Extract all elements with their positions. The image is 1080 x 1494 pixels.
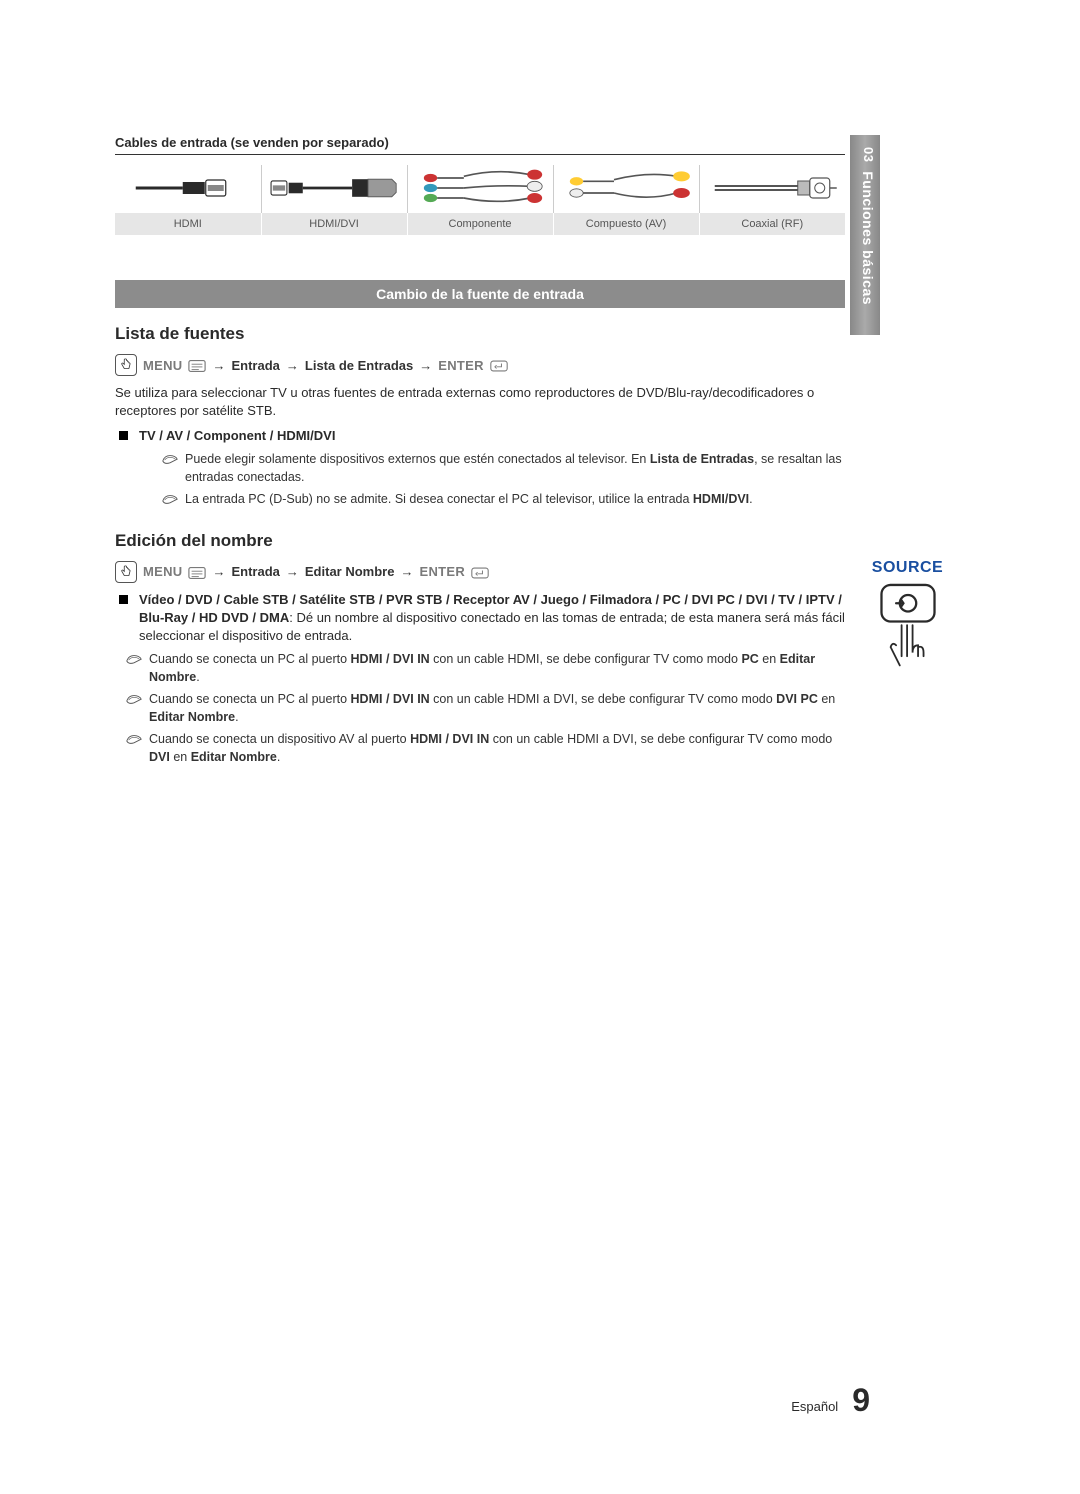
note-icon: [125, 692, 143, 706]
note-text: con un cable HDMI, se debe configurar TV…: [430, 652, 742, 666]
note-text: Puede elegir solamente dispositivos exte…: [185, 452, 650, 466]
note-text: Cuando se conecta un dispositivo AV al p…: [149, 732, 410, 746]
source-label: SOURCE: [860, 559, 955, 577]
note-icon: [125, 652, 143, 666]
cable-img-coaxial: [699, 165, 845, 213]
chapter-title: Funciones básicas: [860, 171, 876, 305]
menu-icon: [188, 564, 206, 580]
footer-lang: Español: [791, 1399, 838, 1414]
note-icon: [125, 732, 143, 746]
chapter-number: 03: [861, 147, 876, 162]
menu-label: MENU: [143, 358, 182, 373]
note-text-bold: Editar Nombre: [191, 750, 277, 764]
note-icon: [161, 492, 179, 506]
page-footer: Español 9: [791, 1382, 870, 1419]
note-text-bold: PC: [741, 652, 758, 666]
note-text: en: [170, 750, 191, 764]
hand-icon: [115, 354, 137, 376]
menu-label: MENU: [143, 564, 182, 579]
arrow-icon: →: [419, 358, 432, 373]
note-text-bold: DVI PC: [776, 692, 818, 706]
note-icon: [161, 452, 179, 466]
path-item: Lista de Entradas: [305, 358, 413, 373]
note-item: Cuando se conecta un dispositivo AV al p…: [115, 731, 845, 766]
chapter-tab: 03 Funciones básicas: [850, 135, 880, 335]
cable-img-composite: [553, 165, 699, 213]
source-button-figure: SOURCE: [860, 559, 955, 678]
cable-label: Compuesto (AV): [553, 213, 699, 235]
note-text-bold: HDMI/DVI: [693, 492, 749, 506]
lista-menu-path: MENU → Entrada → Lista de Entradas → ENT…: [115, 354, 845, 376]
cables-header: Cables de entrada (se venden por separad…: [115, 135, 845, 155]
enter-icon: [490, 357, 508, 373]
menu-icon: [188, 357, 206, 373]
cable-label: Coaxial (RF): [699, 213, 845, 235]
note-text: La entrada PC (D-Sub) no se admite. Si d…: [185, 492, 693, 506]
cable-img-hdmi-dvi: [261, 165, 407, 213]
edicion-heading: Edición del nombre: [115, 531, 845, 551]
note-text: con un cable HDMI a DVI, se debe configu…: [489, 732, 832, 746]
cable-label: HDMI: [115, 213, 261, 235]
cable-label: HDMI/DVI: [261, 213, 407, 235]
footer-page-number: 9: [852, 1382, 870, 1419]
note-item: Cuando se conecta un PC al puerto HDMI /…: [115, 651, 845, 686]
note-text: Cuando se conecta un PC al puerto: [149, 652, 351, 666]
note-text: .: [277, 750, 280, 764]
cable-img-component: [407, 165, 553, 213]
arrow-icon: →: [212, 358, 225, 373]
arrow-icon: →: [212, 564, 225, 579]
note-text: Cuando se conecta un PC al puerto: [149, 692, 351, 706]
section-title-bar: Cambio de la fuente de entrada: [115, 280, 845, 308]
note-text: con un cable HDMI a DVI, se debe configu…: [430, 692, 776, 706]
note-text: .: [235, 710, 238, 724]
note-text-bold: HDMI / DVI IN: [410, 732, 489, 746]
note-text: en: [818, 692, 835, 706]
hand-icon: [115, 561, 137, 583]
path-item: Editar Nombre: [305, 564, 395, 579]
note-text-bold: HDMI / DVI IN: [351, 692, 430, 706]
note-item: La entrada PC (D-Sub) no se admite. Si d…: [139, 491, 845, 509]
note-text: .: [196, 670, 199, 684]
lista-heading: Lista de fuentes: [115, 324, 845, 344]
lista-intro: Se utiliza para seleccionar TV u otras f…: [115, 384, 845, 419]
arrow-icon: →: [400, 564, 413, 579]
lista-bullet: TV / AV / Component / HDMI/DVI Puede ele…: [117, 427, 845, 509]
enter-icon: [471, 564, 489, 580]
arrow-icon: →: [286, 358, 299, 373]
note-item: Cuando se conecta un PC al puerto HDMI /…: [115, 691, 845, 726]
cables-table: HDMI HDMI/DVI Componente Compuesto (AV) …: [115, 165, 845, 235]
path-item: Entrada: [231, 564, 279, 579]
cable-img-hdmi: [115, 165, 261, 213]
cable-label: Componente: [407, 213, 553, 235]
note-text-bold: Lista de Entradas: [650, 452, 754, 466]
arrow-icon: →: [286, 564, 299, 579]
note-text: en: [759, 652, 780, 666]
note-text-bold: HDMI / DVI IN: [351, 652, 430, 666]
note-text-bold: DVI: [149, 750, 170, 764]
note-text-bold: Editar Nombre: [149, 710, 235, 724]
note-text: .: [749, 492, 752, 506]
edicion-bullet: Vídeo / DVD / Cable STB / Satélite STB /…: [117, 591, 845, 646]
enter-label: ENTER: [438, 358, 484, 373]
bullet-text: TV / AV / Component / HDMI/DVI: [139, 428, 335, 443]
edicion-menu-path: MENU → Entrada → Editar Nombre → ENTER: [115, 561, 845, 583]
note-item: Puede elegir solamente dispositivos exte…: [139, 451, 845, 486]
path-item: Entrada: [231, 358, 279, 373]
enter-label: ENTER: [419, 564, 465, 579]
